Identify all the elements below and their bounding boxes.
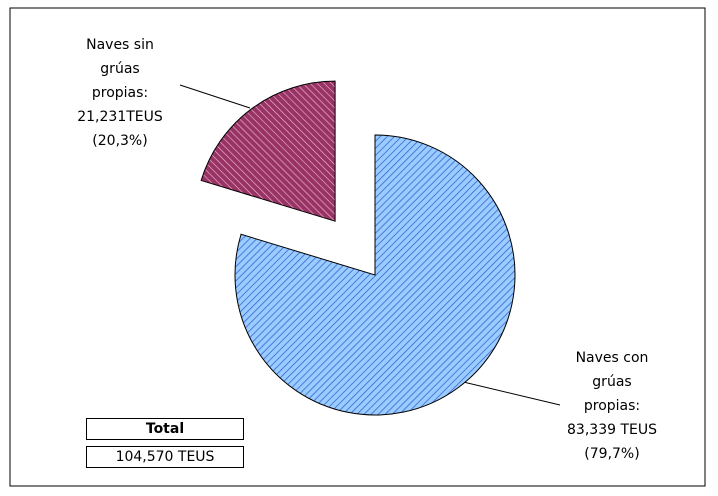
slice-label: Naves con grúas propias: 83,339 TEUS (79… <box>542 346 682 466</box>
pie-slice <box>200 80 336 222</box>
category: Naves con grúas propias: <box>575 350 649 414</box>
leader-line <box>179 84 251 109</box>
slice-label: Naves sin grúas propias: 21,231TEUS (20,… <box>50 33 190 153</box>
pie-slice <box>234 134 516 416</box>
total-title: Total <box>86 418 244 440</box>
category: Naves sin grúas propias: <box>86 37 154 101</box>
leader-line <box>454 379 561 406</box>
total-text: 104,570 TEUS <box>86 446 244 468</box>
value-label: 83,339 TEUS <box>567 422 657 438</box>
value-label: 21,231TEUS <box>77 109 163 125</box>
percent-label: (79,7%) <box>584 446 640 462</box>
frame <box>9 7 706 487</box>
percent-label: (20,3%) <box>92 133 148 149</box>
